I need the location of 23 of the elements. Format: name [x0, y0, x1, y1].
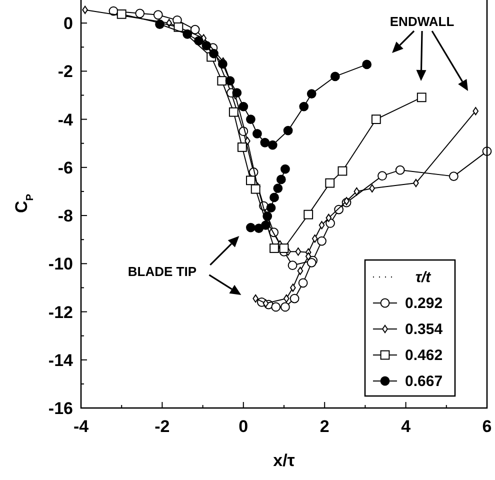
legend-label: 0.354 [405, 321, 444, 338]
y-tick-label: -16 [48, 399, 73, 418]
y-tick-label: -10 [48, 254, 73, 274]
y-tick-label: 0 [64, 14, 73, 34]
y-tick-label: -8 [58, 206, 73, 226]
x-tick-label: 4 [401, 417, 412, 436]
y-tick-label: -2 [58, 62, 73, 82]
y-tick-label: -12 [48, 302, 73, 322]
y-tick-label: -4 [58, 110, 74, 130]
legend-title: τ/t [415, 269, 432, 286]
y-tick-label: -6 [58, 158, 73, 178]
x-tick-label: -4 [73, 417, 90, 436]
legend-label: 0.462 [405, 347, 443, 364]
legend-label: 0.667 [405, 373, 443, 390]
annotation: BLADE TIP [128, 264, 197, 279]
x-tick-label: 0 [238, 417, 248, 436]
annotation: ENDWALL [390, 14, 454, 29]
x-tick-label: 6 [482, 417, 492, 436]
x-axis-title: x/τ [273, 451, 296, 470]
legend-label: 0.292 [405, 295, 443, 312]
x-tick-label: 2 [320, 417, 330, 436]
y-tick-label: -14 [48, 350, 74, 370]
x-tick-label: -2 [154, 417, 170, 436]
